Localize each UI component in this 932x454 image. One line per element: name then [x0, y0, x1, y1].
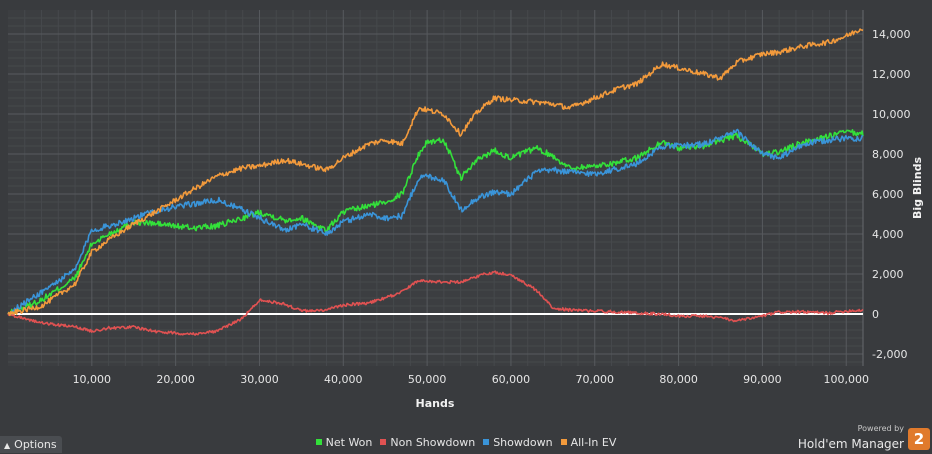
y-tick-label: -2,000 [872, 348, 907, 361]
x-tick-label: 30,000 [240, 373, 279, 386]
brand-text: Powered by Hold'em Manager [798, 425, 904, 451]
legend-label: Non Showdown [390, 436, 476, 449]
legend-item[interactable]: Non Showdown [380, 436, 475, 449]
y-tick-label: 0 [872, 308, 879, 321]
legend: Net Won Non Showdown Showdown All-In EV [0, 436, 932, 449]
series-line-all-in-ev [7, 28, 864, 317]
legend-swatch [560, 439, 567, 445]
series-line-non-showdown [7, 270, 864, 336]
y-tick-label: 4,000 [872, 228, 904, 241]
legend-label: All-In EV [570, 436, 617, 449]
x-axis-ticks: 10,000 20,000 30,000 40,000 50,000 60,000 70,0… [73, 373, 869, 386]
y-tick-label: 8,000 [872, 148, 904, 161]
brand-name: Hold'em Manager [797, 437, 904, 451]
x-tick-label: 90,000 [743, 373, 782, 386]
options-button[interactable]: ▲ Options [0, 436, 62, 453]
powered-by-label: Powered by [857, 424, 904, 433]
x-tick-label: 50,000 [408, 373, 447, 386]
x-tick-label: 60,000 [492, 373, 531, 386]
y-axis-title: Big Blinds [911, 157, 924, 219]
series-group [7, 28, 864, 336]
legend-item[interactable]: All-In EV [560, 436, 617, 449]
legend-swatch [483, 439, 490, 445]
x-tick-label: 40,000 [324, 373, 363, 386]
caret-up-icon: ▲ [4, 441, 11, 450]
legend-label: Showdown [493, 436, 553, 449]
x-tick-label: 100,000 [823, 373, 869, 386]
series-line-showdown [7, 128, 864, 316]
legend-item[interactable]: Showdown [483, 436, 553, 449]
y-tick-label: 2,000 [872, 268, 904, 281]
plot-area [8, 10, 863, 366]
x-tick-label: 20,000 [156, 373, 195, 386]
y-axis-ticks: -2,000 0 2,000 4,000 6,000 8,000 10,000 12,000 1… [872, 28, 911, 361]
y-tick-label: 12,000 [872, 68, 911, 81]
legend-swatch [380, 439, 387, 445]
x-tick-label: 10,000 [73, 373, 112, 386]
legend-label: Net Won [325, 436, 373, 449]
legend-swatch [315, 439, 322, 445]
y-tick-label: 6,000 [872, 188, 904, 201]
y-tick-label: 10,000 [872, 108, 911, 121]
legend-item[interactable]: Net Won [315, 436, 373, 449]
grid [8, 10, 864, 366]
options-label: Options [14, 438, 57, 451]
brand-logo: 2 [908, 428, 930, 450]
y-tick-label: 14,000 [872, 28, 911, 41]
x-tick-label: 70,000 [576, 373, 615, 386]
x-axis-title: Hands [416, 397, 455, 410]
x-tick-label: 80,000 [659, 373, 698, 386]
